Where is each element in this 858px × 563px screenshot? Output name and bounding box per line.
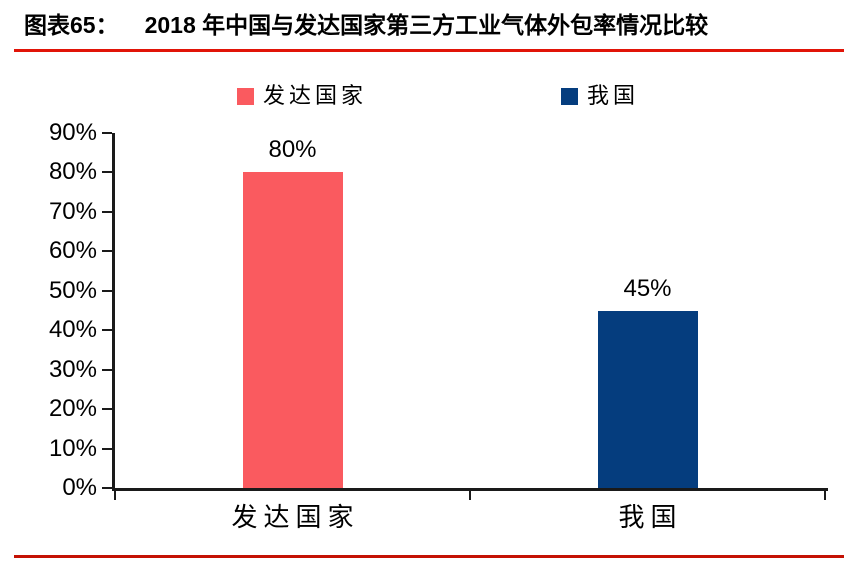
figure-label: 图表65： [24,12,119,38]
bar-value-label-china: 45% [623,274,672,302]
y-axis-tick [102,250,112,253]
bottom-rule [14,555,844,558]
y-axis-tick [102,487,112,489]
y-axis-tick-label: 70% [48,197,97,225]
y-axis-tick-label: 90% [48,119,97,146]
y-axis-line [112,133,115,491]
y-axis-tick [102,132,112,134]
figure-header: 图表65： 2018 年中国与发达国家第三方工业气体外包率情况比较 [24,11,708,39]
y-axis-tick-label: 80% [48,158,97,186]
legend-swatch-developed-countries [237,87,254,105]
legend-swatch-china [561,87,578,105]
y-axis-tick [102,210,112,213]
y-axis-tick-label: 50% [48,276,97,304]
bar-china [597,310,698,488]
y-axis-tick [102,329,112,332]
y-axis-tick [102,408,112,411]
y-axis-tick [102,368,112,371]
y-axis-tick [102,171,112,174]
plot-area: 80% 发达国家 45% 我国 [102,132,828,532]
figure-title: 2018 年中国与发达国家第三方工业气体外包率情况比较 [144,12,709,38]
x-axis-line [112,488,828,491]
y-axis-tick-label: 60% [48,237,97,265]
legend-label-china: 我国 [587,83,640,108]
y-axis-tick-label: 0% [62,474,97,501]
legend-label-developed-countries: 发达国家 [263,83,368,108]
x-axis-tick [114,491,116,500]
x-axis-category-label-developed-countries: 发达国家 [231,503,360,532]
y-axis-tick-label: 20% [48,395,97,423]
x-axis-tick [824,491,826,500]
legend-item-developed-countries: 发达国家 [237,84,367,108]
y-axis-tick [102,447,112,450]
y-axis-tick-label: 40% [48,316,97,344]
y-axis-tick-label: 10% [48,434,97,462]
bar-developed-countries [242,172,343,488]
legend-item-china: 我国 [561,84,639,108]
bar-value-label-developed-countries: 80% [268,136,317,164]
x-axis-category-label-china: 我国 [618,503,683,532]
y-axis-labels: 0% 10% 20% 30% 40% 50% 60% 70% 80% 90% [0,119,97,501]
x-axis-tick [469,491,471,500]
y-axis-tick-label: 30% [48,355,97,383]
y-axis-tick [102,289,112,292]
title-rule [14,49,844,52]
